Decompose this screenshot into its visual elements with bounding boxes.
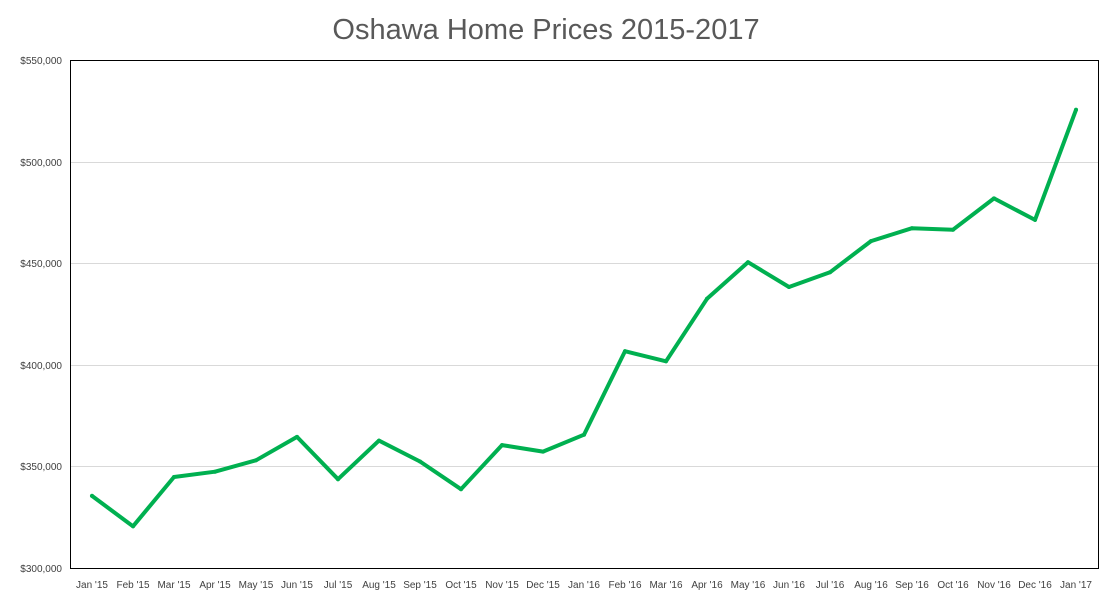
x-tick-label: Feb '15 — [116, 580, 149, 591]
x-tick-label: Dec '16 — [1018, 580, 1052, 591]
x-tick-label: Oct '15 — [445, 580, 477, 591]
x-tick-label: Apr '15 — [199, 580, 231, 591]
data-point — [664, 359, 668, 364]
x-tick-label: Sep '16 — [895, 580, 929, 591]
data-point — [295, 434, 299, 439]
x-tick-label: Mar '16 — [649, 580, 682, 591]
x-tick-label: Oct '16 — [937, 580, 969, 591]
data-point — [336, 477, 340, 482]
chart-title: Oshawa Home Prices 2015-2017 — [332, 14, 760, 46]
data-point — [131, 524, 135, 529]
y-tick-label: $500,000 — [20, 158, 62, 169]
x-tick-label: May '15 — [239, 580, 274, 591]
x-tick-label: Jun '15 — [281, 580, 313, 591]
x-tick-label: Jan '15 — [76, 580, 108, 591]
data-point — [623, 349, 627, 354]
data-point — [459, 487, 463, 492]
x-tick-label: Dec '15 — [526, 580, 560, 591]
x-tick-label: Mar '15 — [157, 580, 190, 591]
data-point — [500, 443, 504, 448]
x-tick-label: May '16 — [731, 580, 766, 591]
data-point — [705, 296, 709, 301]
data-point — [1074, 107, 1078, 112]
x-tick-label: Feb '16 — [608, 580, 641, 591]
y-tick-label: $350,000 — [20, 462, 62, 473]
data-point — [910, 226, 914, 231]
x-tick-label: Aug '16 — [854, 580, 888, 591]
y-tick-label: $450,000 — [20, 259, 62, 270]
x-axis-labels: Jan '15 Feb '15 Mar '15 Apr '15 May '15 Jun '… — [76, 580, 1092, 591]
data-point — [787, 285, 791, 289]
data-point — [1033, 217, 1037, 222]
series-group — [90, 107, 1078, 529]
data-point — [90, 493, 94, 498]
data-point — [582, 432, 586, 437]
data-point — [746, 260, 750, 265]
x-tick-label: Jul '15 — [324, 580, 353, 591]
series-line-0 — [90, 107, 1078, 529]
data-point — [254, 458, 258, 463]
y-tick-label: $550,000 — [20, 56, 62, 67]
data-point — [172, 475, 176, 479]
data-point — [951, 227, 955, 232]
x-tick-label: Jun '16 — [773, 580, 805, 591]
x-tick-label: Jan '16 — [568, 580, 600, 591]
x-tick-label: Sep '15 — [403, 580, 437, 591]
axes — [70, 60, 1099, 568]
data-point — [418, 459, 422, 464]
y-tick-label: $400,000 — [20, 361, 62, 372]
data-point — [828, 270, 832, 275]
x-tick-label: Nov '15 — [485, 580, 519, 591]
x-tick-label: Jul '16 — [816, 580, 845, 591]
x-tick-label: Apr '16 — [691, 580, 723, 591]
data-point — [869, 239, 873, 244]
x-tick-label: Aug '15 — [362, 580, 396, 591]
data-point — [377, 438, 381, 443]
y-axis-labels: $300,000 $350,000 $400,000 $450,000 $500,000… — [20, 56, 62, 575]
gridlines — [70, 60, 1099, 569]
data-point — [992, 196, 996, 201]
data-point — [541, 449, 545, 454]
y-tick-label: $300,000 — [20, 564, 62, 575]
data-point — [213, 469, 217, 474]
x-tick-label: Jan '17 — [1060, 580, 1092, 591]
x-tick-label: Nov '16 — [977, 580, 1011, 591]
plot-frame — [70, 60, 1099, 568]
